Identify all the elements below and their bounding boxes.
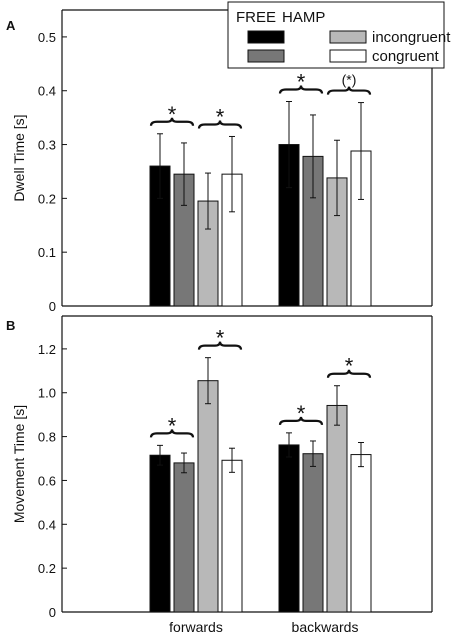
panel-b: B 0 0.2 0.4 0.6 0.8 1.0 1.2 Movement Time [s] for… xyxy=(6,315,433,635)
y-tick-label: 0.5 xyxy=(38,30,56,45)
significance-marker: * xyxy=(297,69,306,94)
legend-label-incongruent: incongruent xyxy=(372,29,451,46)
significance-marker: * xyxy=(345,354,354,379)
y-tick-label: 0.2 xyxy=(38,191,56,206)
significance-marker: * xyxy=(168,413,177,438)
panel-letter: B xyxy=(6,318,15,333)
significance-marker: * xyxy=(216,326,225,351)
bar-hamp-forwards xyxy=(173,462,195,613)
significance-brace xyxy=(149,429,195,438)
panel-a: A 0 0.1 0.2 0.3 0.4 0.5 Dwell Time [s] * * * (*) FRE… xyxy=(6,1,451,314)
bar-congruent-forwards xyxy=(221,459,243,613)
x-tick-label: backwards xyxy=(292,619,359,635)
legend-swatch-free xyxy=(247,30,285,44)
bar-incongruent-forwards xyxy=(197,380,219,613)
y-tick-label: 0 xyxy=(49,605,56,620)
panel-letter: A xyxy=(6,18,16,33)
legend-swatch-incongruent xyxy=(329,30,367,44)
legend-header-free: FREE xyxy=(236,9,276,26)
legend-swatch-congruent xyxy=(329,49,367,63)
significance-brace xyxy=(326,86,372,95)
y-tick-label: 0.3 xyxy=(38,138,56,153)
y-tick-label: 0.4 xyxy=(38,517,56,532)
x-tick-label: forwards xyxy=(169,619,223,635)
y-tick-label: 1.0 xyxy=(38,386,56,401)
y-tick-label: 0.4 xyxy=(38,84,56,99)
bar-free-backwards xyxy=(278,444,300,613)
significance-marker: * xyxy=(216,104,225,129)
significance-marker: (*) xyxy=(342,72,357,88)
significance-brace xyxy=(149,117,195,126)
bar-free-forwards xyxy=(149,454,171,613)
y-tick-label: 0.6 xyxy=(38,473,56,488)
legend-swatch-hamp xyxy=(247,49,285,63)
y-tick-label: 0 xyxy=(49,299,56,314)
y-tick-label: 0.2 xyxy=(38,561,56,576)
y-axis-label: Dwell Time [s] xyxy=(11,114,27,201)
y-axis-label: Movement Time [s] xyxy=(11,405,27,523)
bar-congruent-backwards xyxy=(350,454,372,613)
significance-brace xyxy=(197,120,243,129)
y-tick-label: 0.8 xyxy=(38,430,56,445)
bar-incongruent-backwards xyxy=(326,404,348,613)
significance-marker: * xyxy=(168,102,177,127)
legend-header-hamp: HAMP xyxy=(282,9,325,26)
legend-label-congruent: congruent xyxy=(372,48,440,65)
bar-hamp-backwards xyxy=(302,453,324,613)
y-tick-label: 0.1 xyxy=(38,245,56,260)
significance-marker: * xyxy=(297,401,306,426)
y-tick-label: 1.2 xyxy=(38,342,56,357)
